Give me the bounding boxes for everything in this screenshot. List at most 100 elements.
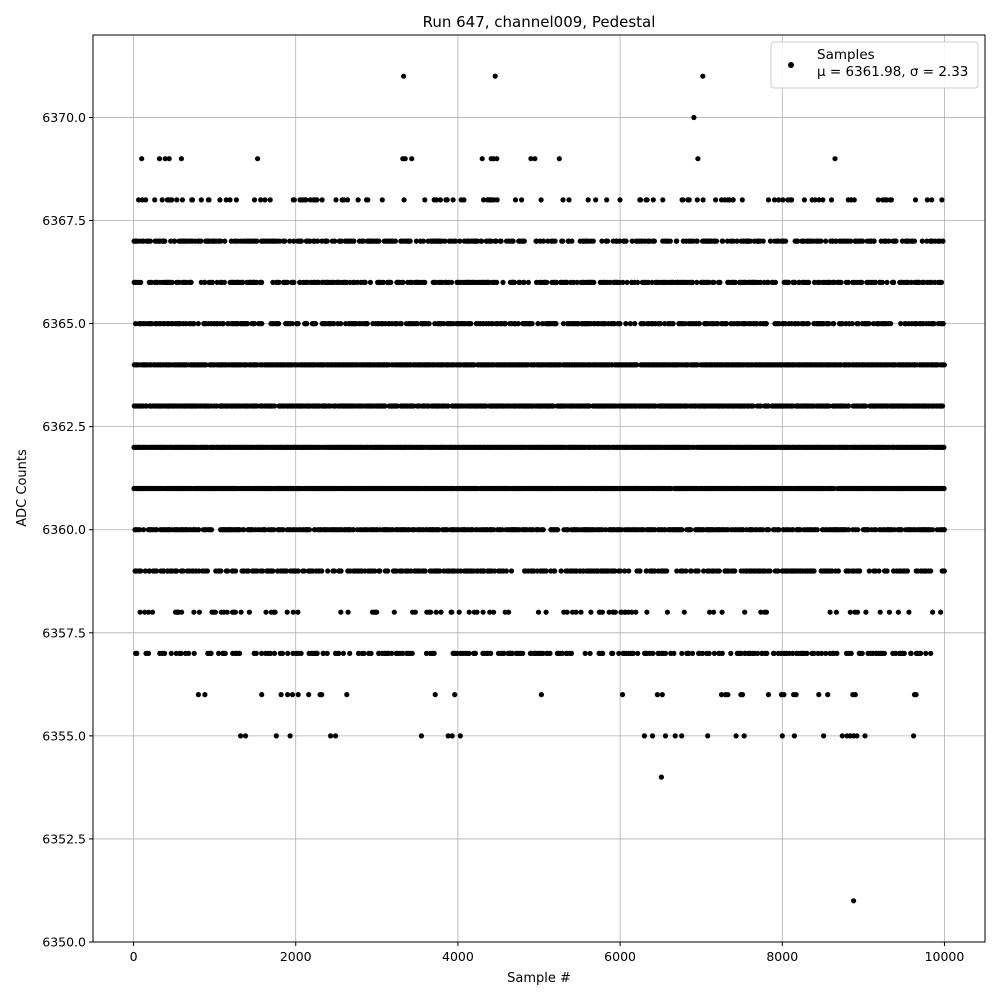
data-point (940, 321, 946, 327)
data-point (811, 568, 817, 574)
data-point (720, 238, 726, 244)
data-point (168, 650, 174, 657)
data-point (295, 321, 301, 327)
data-point (376, 238, 382, 244)
data-point (879, 279, 885, 285)
data-point (688, 527, 694, 533)
data-point (147, 238, 153, 244)
data-point (826, 403, 832, 409)
data-point (426, 321, 432, 327)
data-point (695, 568, 701, 574)
data-point (586, 403, 593, 409)
data-point (544, 279, 550, 285)
data-point (271, 403, 278, 409)
data-point (361, 650, 367, 657)
data-point (939, 403, 946, 409)
data-point (940, 238, 946, 244)
data-point (409, 650, 415, 657)
data-point (448, 279, 455, 285)
data-point (667, 238, 673, 244)
data-point (364, 321, 370, 327)
data-point (502, 321, 508, 327)
data-point (884, 568, 890, 574)
data-point (521, 238, 527, 244)
data-point (422, 279, 428, 285)
data-point (632, 321, 638, 327)
data-point (732, 568, 738, 574)
data-point (540, 527, 546, 533)
data-point (624, 279, 630, 285)
data-point (941, 568, 947, 574)
data-point (298, 650, 304, 657)
data-point (716, 568, 722, 574)
data-point (930, 527, 936, 533)
data-point (508, 568, 515, 574)
data-point (270, 568, 276, 574)
data-point (407, 238, 413, 244)
data-point (806, 279, 812, 285)
data-point (515, 321, 521, 327)
data-point (683, 568, 689, 574)
data-point (605, 238, 611, 244)
data-point (472, 650, 478, 657)
data-point (904, 568, 911, 574)
data-point (186, 650, 192, 657)
data-point (520, 650, 526, 657)
data-point (664, 568, 670, 574)
data-point (468, 321, 474, 327)
data-point (188, 279, 194, 285)
data-point (717, 279, 723, 285)
data-point (711, 279, 717, 285)
data-point (196, 527, 202, 533)
data-point (218, 568, 224, 574)
data-point (569, 238, 575, 244)
data-point (306, 527, 313, 533)
data-point (941, 527, 948, 533)
data-point (772, 279, 779, 285)
data-point (174, 568, 180, 574)
data-point (888, 321, 894, 327)
data-point (332, 238, 338, 244)
data-point (431, 650, 437, 657)
data-point (590, 238, 596, 244)
data-point (237, 650, 243, 657)
data-point (362, 279, 368, 285)
data-point (805, 321, 811, 327)
data-point (319, 568, 325, 574)
data-point (276, 321, 282, 327)
data-point (670, 321, 676, 327)
data-point (385, 568, 391, 574)
data-point (845, 403, 852, 409)
data-point (838, 279, 844, 285)
data-point (479, 238, 485, 244)
data-point (420, 238, 426, 244)
data-point (279, 650, 286, 657)
data-point (208, 527, 215, 533)
data-point (623, 238, 629, 244)
data-point (392, 238, 398, 244)
data-point (340, 650, 346, 657)
data-point (483, 403, 489, 409)
data-point (863, 403, 869, 409)
data-point (162, 238, 168, 244)
data-point (617, 321, 623, 327)
data-point (304, 321, 310, 327)
data-point (498, 238, 504, 244)
data-point (866, 321, 872, 327)
data-point (298, 238, 304, 244)
data-point (500, 279, 506, 285)
data-point (204, 568, 210, 574)
data-point (324, 238, 330, 244)
data-point (758, 403, 764, 409)
data-point (849, 321, 855, 327)
data-point (259, 279, 265, 285)
data-point (941, 444, 947, 450)
data-point (919, 238, 925, 244)
data-point (941, 485, 947, 492)
data-point (351, 238, 357, 244)
data-point (225, 568, 231, 574)
data-point (138, 568, 144, 574)
data-point (626, 568, 632, 574)
data-point (221, 279, 227, 285)
data-point (558, 568, 564, 574)
